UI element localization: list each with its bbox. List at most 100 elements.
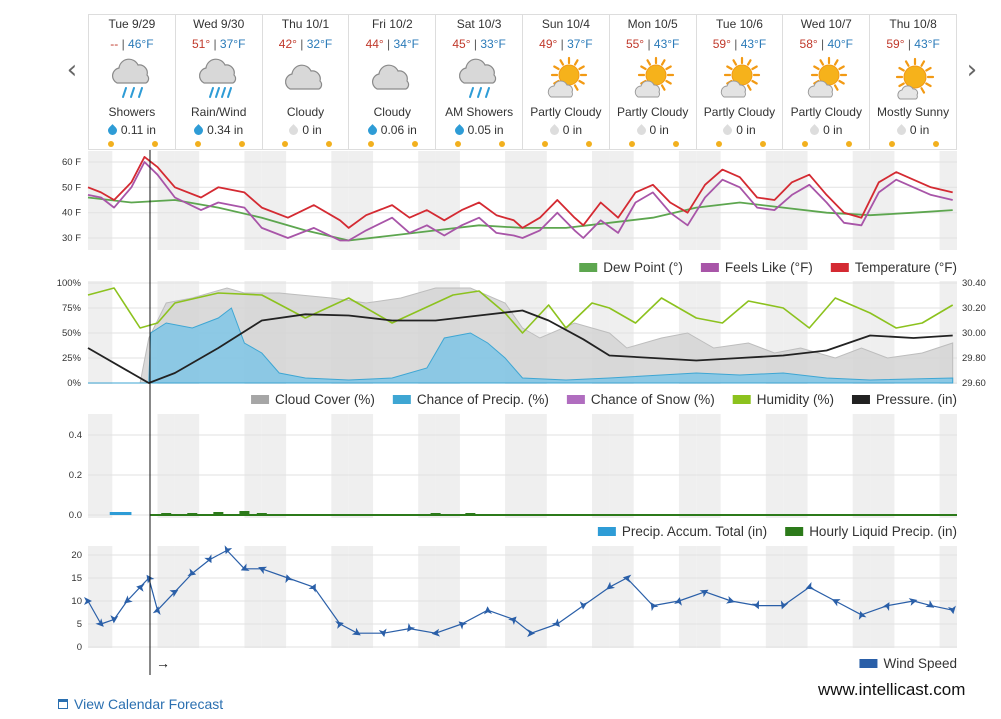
y-tick-label-left: 25% bbox=[62, 353, 82, 364]
day-column[interactable]: Thu 10/1 42° | 32°F Cloudy 0 in bbox=[263, 15, 350, 149]
day-date: Sun 10/4 bbox=[541, 17, 590, 31]
wind-direction-marker bbox=[527, 629, 536, 638]
nav-next-button[interactable]: › bbox=[966, 55, 978, 85]
temperature-legend: Temperature (°F) Feels Like (°F) Dew Point… bbox=[579, 260, 957, 275]
night-band bbox=[939, 151, 957, 250]
day-date: Thu 10/8 bbox=[889, 17, 937, 31]
wind-direction-marker bbox=[240, 563, 250, 571]
precip-amount: 0 in bbox=[302, 123, 322, 137]
cloud-shape bbox=[897, 85, 919, 100]
legend-label: Hourly Liquid Precip. (in) bbox=[809, 524, 957, 539]
rain-cloud-icon bbox=[107, 55, 157, 105]
night-band bbox=[678, 414, 697, 518]
legend-label: Chance of Precip. (%) bbox=[417, 392, 549, 407]
cloud-shape bbox=[808, 80, 834, 98]
sun-ray bbox=[751, 79, 759, 85]
sunset-icon bbox=[759, 141, 766, 147]
night-band bbox=[609, 414, 634, 518]
low-temp: 40°F bbox=[827, 37, 853, 51]
rain-streak bbox=[208, 87, 214, 98]
sunrise-icon bbox=[541, 141, 548, 147]
mostly-sunny-icon bbox=[888, 55, 938, 105]
day-column[interactable]: Wed 9/30 51° | 37°F Rain/Wind 0.34 in bbox=[176, 15, 263, 149]
day-date: Fri 10/2 bbox=[371, 17, 413, 31]
day-column[interactable]: Sun 10/4 49° | 37°F Partly Cloudy 0 in bbox=[523, 15, 610, 149]
day-date: Sat 10/3 bbox=[456, 17, 502, 31]
day-column[interactable]: Tue 10/6 59° | 43°F Partly Cloudy 0 in bbox=[697, 15, 784, 149]
temperature-chart: 60 F 50 F 40 F 30 F bbox=[62, 151, 957, 250]
high-temp: -- bbox=[110, 37, 119, 51]
rain-cloud-icon bbox=[454, 55, 504, 105]
wind-direction-marker bbox=[136, 583, 145, 592]
sun-ray bbox=[898, 66, 905, 72]
wind-direction-marker bbox=[805, 581, 815, 590]
precip-accum-bar bbox=[109, 512, 132, 515]
night-band bbox=[505, 546, 523, 648]
forecast-charts: 60 F 50 F 40 F 30 F Temperature (°F) Feels Li… bbox=[57, 150, 986, 675]
day-temps: 55° | 43°F bbox=[610, 37, 696, 51]
day-condition: Rain/Wind bbox=[191, 105, 247, 119]
sun-disc bbox=[903, 65, 927, 89]
sunrise-icon bbox=[455, 141, 462, 147]
day-column[interactable]: Fri 10/2 44° | 34°F Cloudy 0.06 in bbox=[349, 15, 437, 149]
night-band bbox=[609, 546, 634, 648]
wind-direction-marker bbox=[110, 615, 119, 624]
day-column[interactable]: Wed 10/7 58° | 40°F Partly Cloudy 0 in bbox=[783, 15, 871, 149]
wind-direction-marker bbox=[858, 610, 867, 620]
night-band bbox=[435, 546, 460, 648]
legend-label: Feels Like (°F) bbox=[725, 260, 813, 275]
y-tick-label-left: 75% bbox=[62, 303, 82, 314]
wind-direction-marker bbox=[726, 596, 735, 604]
day-date: Tue 9/29 bbox=[108, 17, 156, 31]
night-band bbox=[696, 151, 721, 250]
sunset-icon bbox=[152, 141, 158, 147]
wind-direction-marker bbox=[948, 605, 956, 615]
wind-direction-marker bbox=[431, 628, 441, 637]
rain-wind-cloud-icon bbox=[194, 55, 244, 105]
calendar-icon bbox=[58, 699, 68, 709]
day-date: Tue 10/6 bbox=[716, 17, 763, 31]
night-band bbox=[783, 414, 808, 518]
partly-cloudy-icon bbox=[714, 55, 764, 105]
y-tick-label-right: 29.60 bbox=[962, 378, 986, 389]
night-band bbox=[505, 414, 523, 518]
night-band bbox=[244, 546, 262, 648]
view-calendar-forecast-link[interactable]: View Calendar Forecast bbox=[58, 696, 223, 712]
night-band bbox=[765, 546, 784, 648]
temp-separator: | bbox=[118, 37, 129, 51]
wind-direction-marker bbox=[699, 589, 709, 598]
temp-separator: | bbox=[470, 37, 481, 51]
night-band bbox=[852, 546, 871, 648]
day-condition: Partly Cloudy bbox=[616, 105, 689, 119]
hourly-precip-bar bbox=[256, 513, 267, 515]
low-temp: 43°F bbox=[740, 37, 767, 51]
cloud-cover-area bbox=[88, 287, 954, 384]
night-band bbox=[331, 414, 349, 518]
wind-direction-marker bbox=[152, 606, 161, 615]
wind-direction-marker bbox=[285, 574, 293, 584]
night-band bbox=[522, 414, 547, 518]
day-date: Thu 10/1 bbox=[281, 17, 330, 31]
night-band bbox=[696, 546, 721, 648]
night-band bbox=[678, 151, 697, 250]
legend-swatch bbox=[392, 395, 411, 404]
sun-ray bbox=[660, 84, 666, 91]
y-tick-label-left: 100% bbox=[57, 278, 82, 289]
day-condition: Partly Cloudy bbox=[703, 105, 776, 119]
day-column[interactable]: Thu 10/8 59° | 43°F Mostly Sunny 0 in bbox=[870, 15, 956, 149]
sun-ray bbox=[747, 59, 753, 66]
legend-label: Chance of Snow (%) bbox=[591, 392, 715, 407]
day-precip: 0.05 in bbox=[436, 123, 522, 137]
nav-prev-button[interactable]: ‹ bbox=[66, 55, 78, 85]
wind-direction-marker bbox=[925, 600, 935, 608]
day-column[interactable]: Tue 9/29 -- | 46°F Showers 0.11 in bbox=[89, 15, 176, 149]
day-column[interactable]: Mon 10/5 55° | 43°F Partly Cloudy 0 in bbox=[610, 15, 697, 149]
wind-direction-marker bbox=[483, 606, 492, 615]
precip-amount: 0 in bbox=[562, 123, 583, 137]
night-band bbox=[870, 546, 895, 648]
sun-ray bbox=[726, 65, 734, 71]
day-column[interactable]: Sat 10/3 45° | 33°F AM Showers 0.05 in bbox=[436, 15, 523, 149]
wind-direction-marker bbox=[378, 628, 387, 638]
night-band bbox=[522, 151, 547, 250]
night-band bbox=[939, 546, 957, 648]
